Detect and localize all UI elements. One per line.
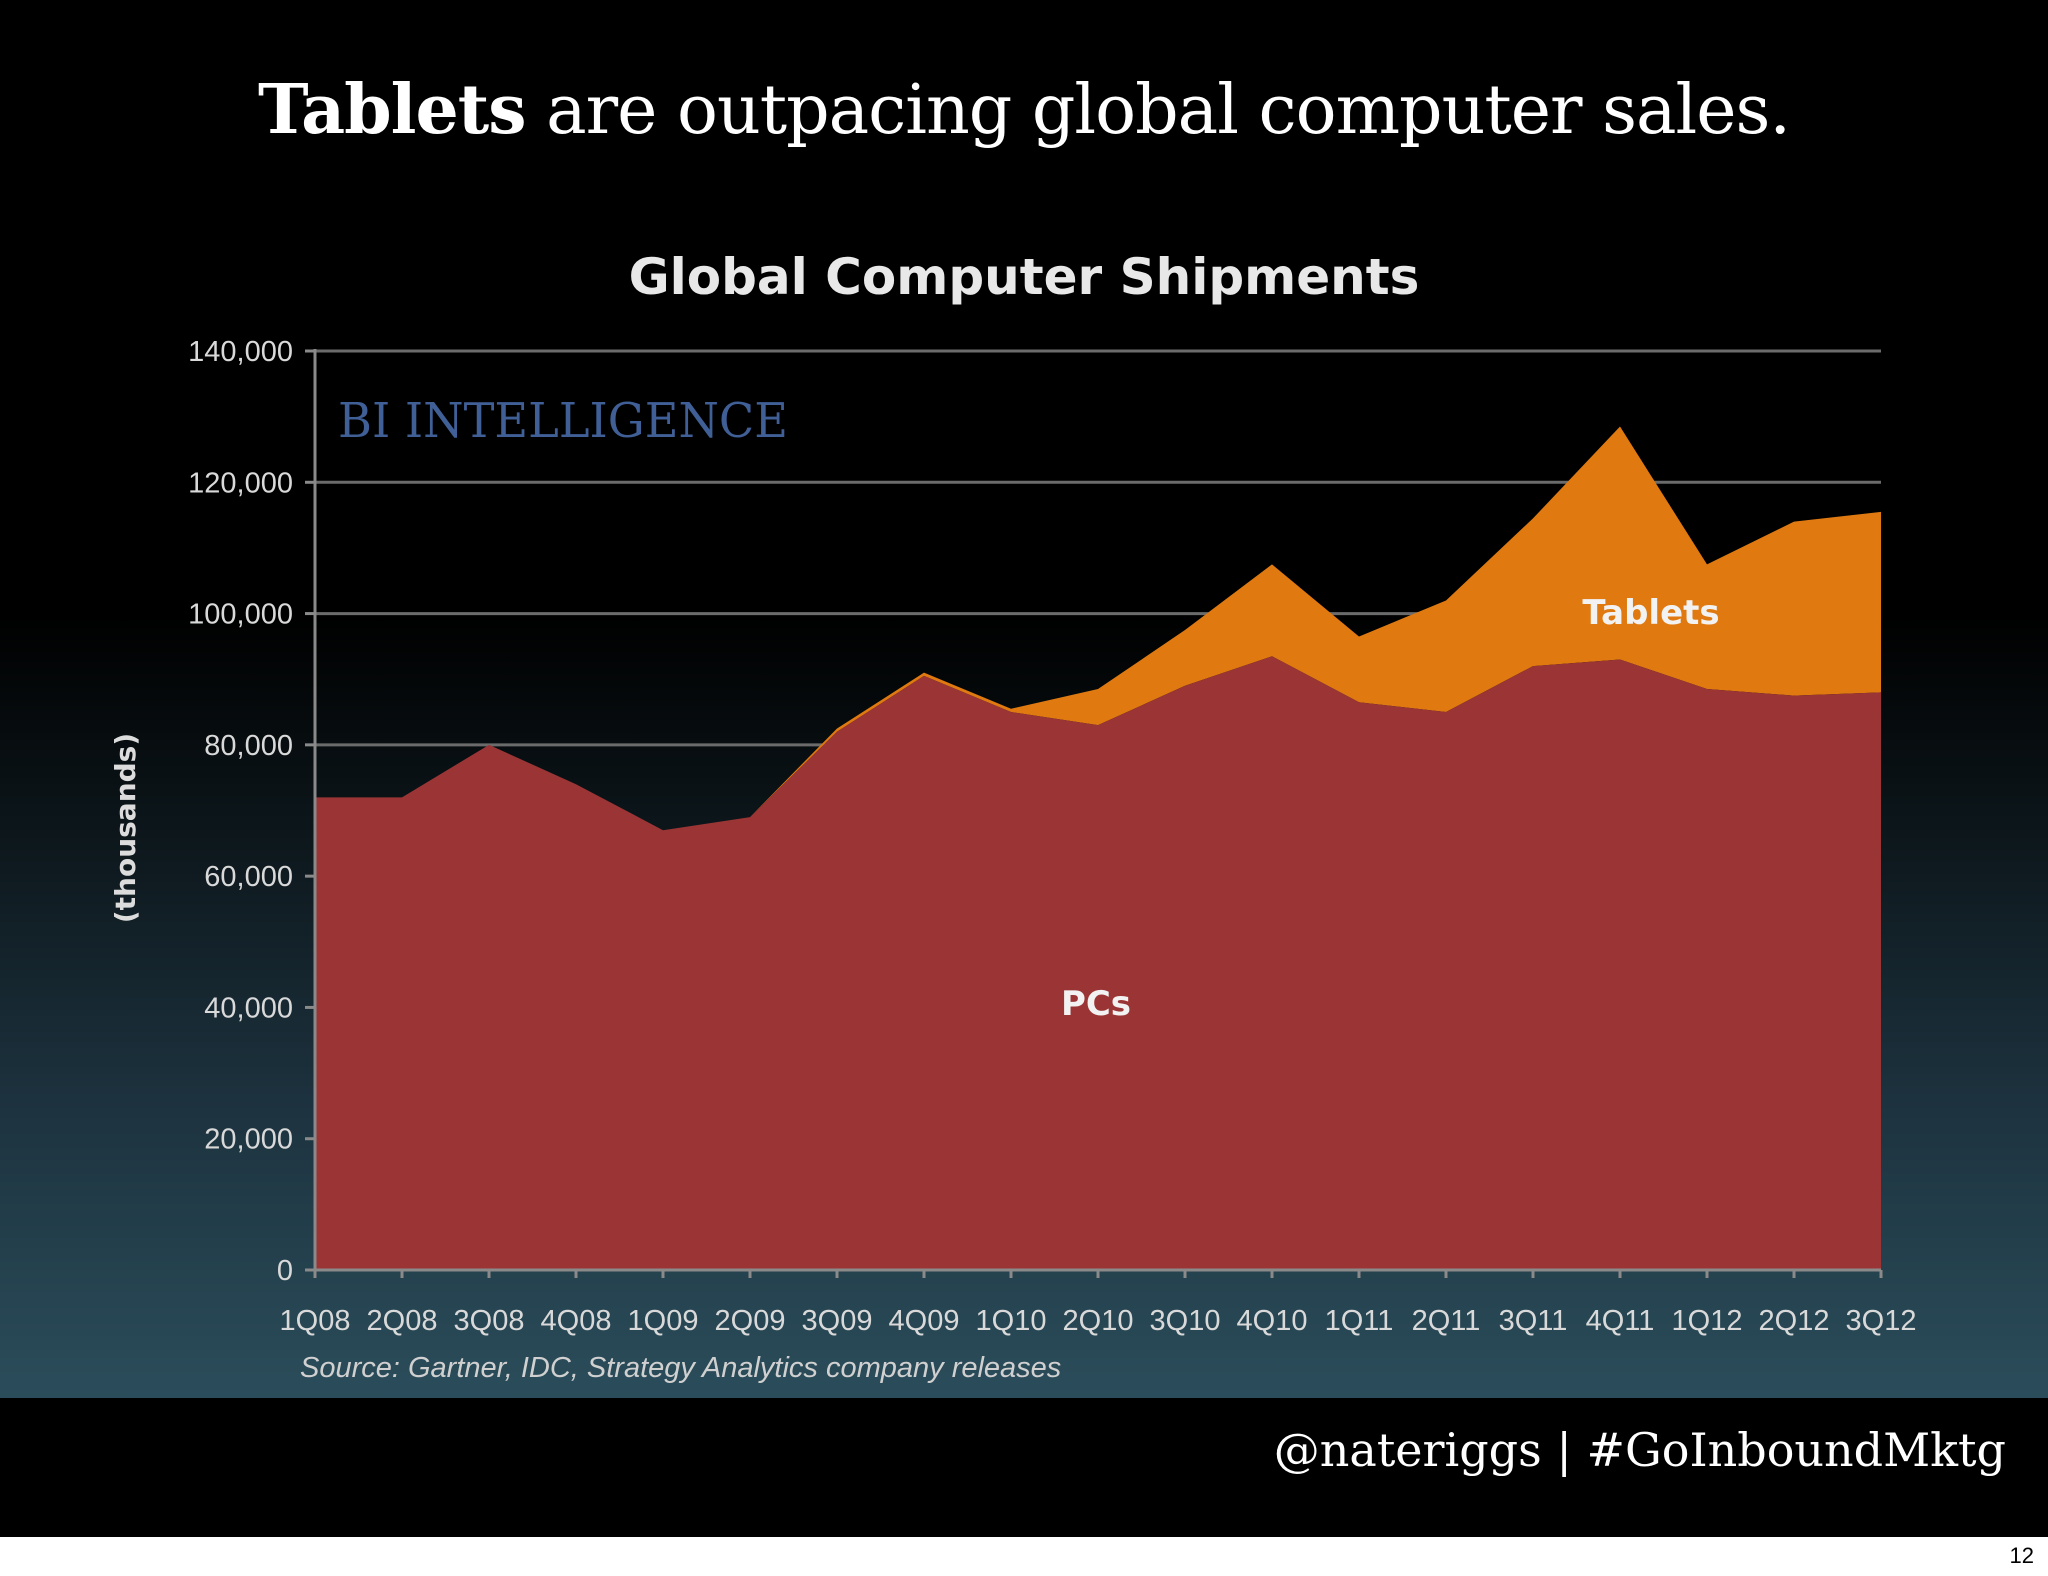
- source-note: Source: Gartner, IDC, Strategy Analytics…: [300, 1352, 1061, 1384]
- series-area-pcs: [315, 656, 1881, 1270]
- x-tick-label: 2Q10: [1063, 1305, 1134, 1337]
- y-tick-label: 40,000: [204, 992, 293, 1024]
- series-label-pcs: PCs: [1061, 984, 1131, 1024]
- series-area-tablets: [315, 426, 1881, 831]
- chart-areas: [315, 426, 1881, 1270]
- slide: Tablets are outpacing global computer sa…: [0, 0, 2048, 1537]
- y-tick-label: 60,000: [204, 861, 293, 893]
- chart-title: Global Computer Shipments: [629, 248, 1420, 306]
- x-tick-label: 2Q11: [1412, 1305, 1481, 1337]
- chart: 0 20,000 40,000 60,000 80,000 100,000 120,000 1…: [109, 248, 1917, 1384]
- x-tick-label: 3Q11: [1499, 1305, 1568, 1337]
- y-tick-labels: 0 20,000 40,000 60,000 80,000 100,000 120,000 1…: [188, 336, 293, 1287]
- x-tick-label: 3Q09: [802, 1305, 873, 1337]
- x-tick-label: 4Q08: [541, 1305, 612, 1337]
- x-tick-label: 2Q09: [715, 1305, 786, 1337]
- headline-rest: are outpacing global computer sales.: [525, 71, 1791, 150]
- x-tick-label: 4Q10: [1237, 1305, 1308, 1337]
- x-tick-label: 1Q11: [1325, 1305, 1394, 1337]
- twitter-handle: @nateriggs | #GoInboundMktg: [1273, 1423, 2006, 1477]
- page-number: 12: [2009, 1543, 2034, 1568]
- y-tick-label: 100,000: [188, 599, 293, 631]
- x-tick-label: 2Q08: [367, 1305, 438, 1337]
- x-tick-label: 1Q10: [976, 1305, 1047, 1337]
- footer-band: [0, 1398, 2048, 1537]
- y-tick-label: 20,000: [204, 1124, 293, 1156]
- bi-intelligence-watermark: BI INTELLIGENCE: [338, 393, 788, 449]
- y-tick-label: 80,000: [204, 730, 293, 762]
- x-tick-label: 1Q09: [628, 1305, 699, 1337]
- headline-bold: Tablets: [257, 70, 526, 150]
- axes: [305, 349, 1883, 1278]
- x-tick-label: 1Q12: [1672, 1305, 1743, 1337]
- y-tick-label: 0: [277, 1255, 293, 1287]
- headline: Tablets are outpacing global computer sa…: [0, 70, 2048, 150]
- y-tick-label: 120,000: [188, 467, 293, 499]
- x-tick-labels: 1Q08 2Q08 3Q08 4Q08 1Q09 2Q09 3Q09 4Q09 1Q10 2Q10…: [280, 1305, 1917, 1337]
- x-tick-label: 3Q10: [1150, 1305, 1221, 1337]
- x-tick-label: 1Q08: [280, 1305, 351, 1337]
- y-tick-label: 140,000: [188, 336, 293, 368]
- x-tick-label: 4Q11: [1586, 1305, 1655, 1337]
- x-tick-label: 3Q12: [1846, 1305, 1917, 1337]
- x-tick-label: 3Q08: [454, 1305, 525, 1337]
- x-tick-label: 2Q12: [1759, 1305, 1830, 1337]
- y-axis-label: (thousands): [109, 733, 142, 923]
- series-label-tablets: Tablets: [1582, 593, 1719, 633]
- x-tick-label: 4Q09: [889, 1305, 960, 1337]
